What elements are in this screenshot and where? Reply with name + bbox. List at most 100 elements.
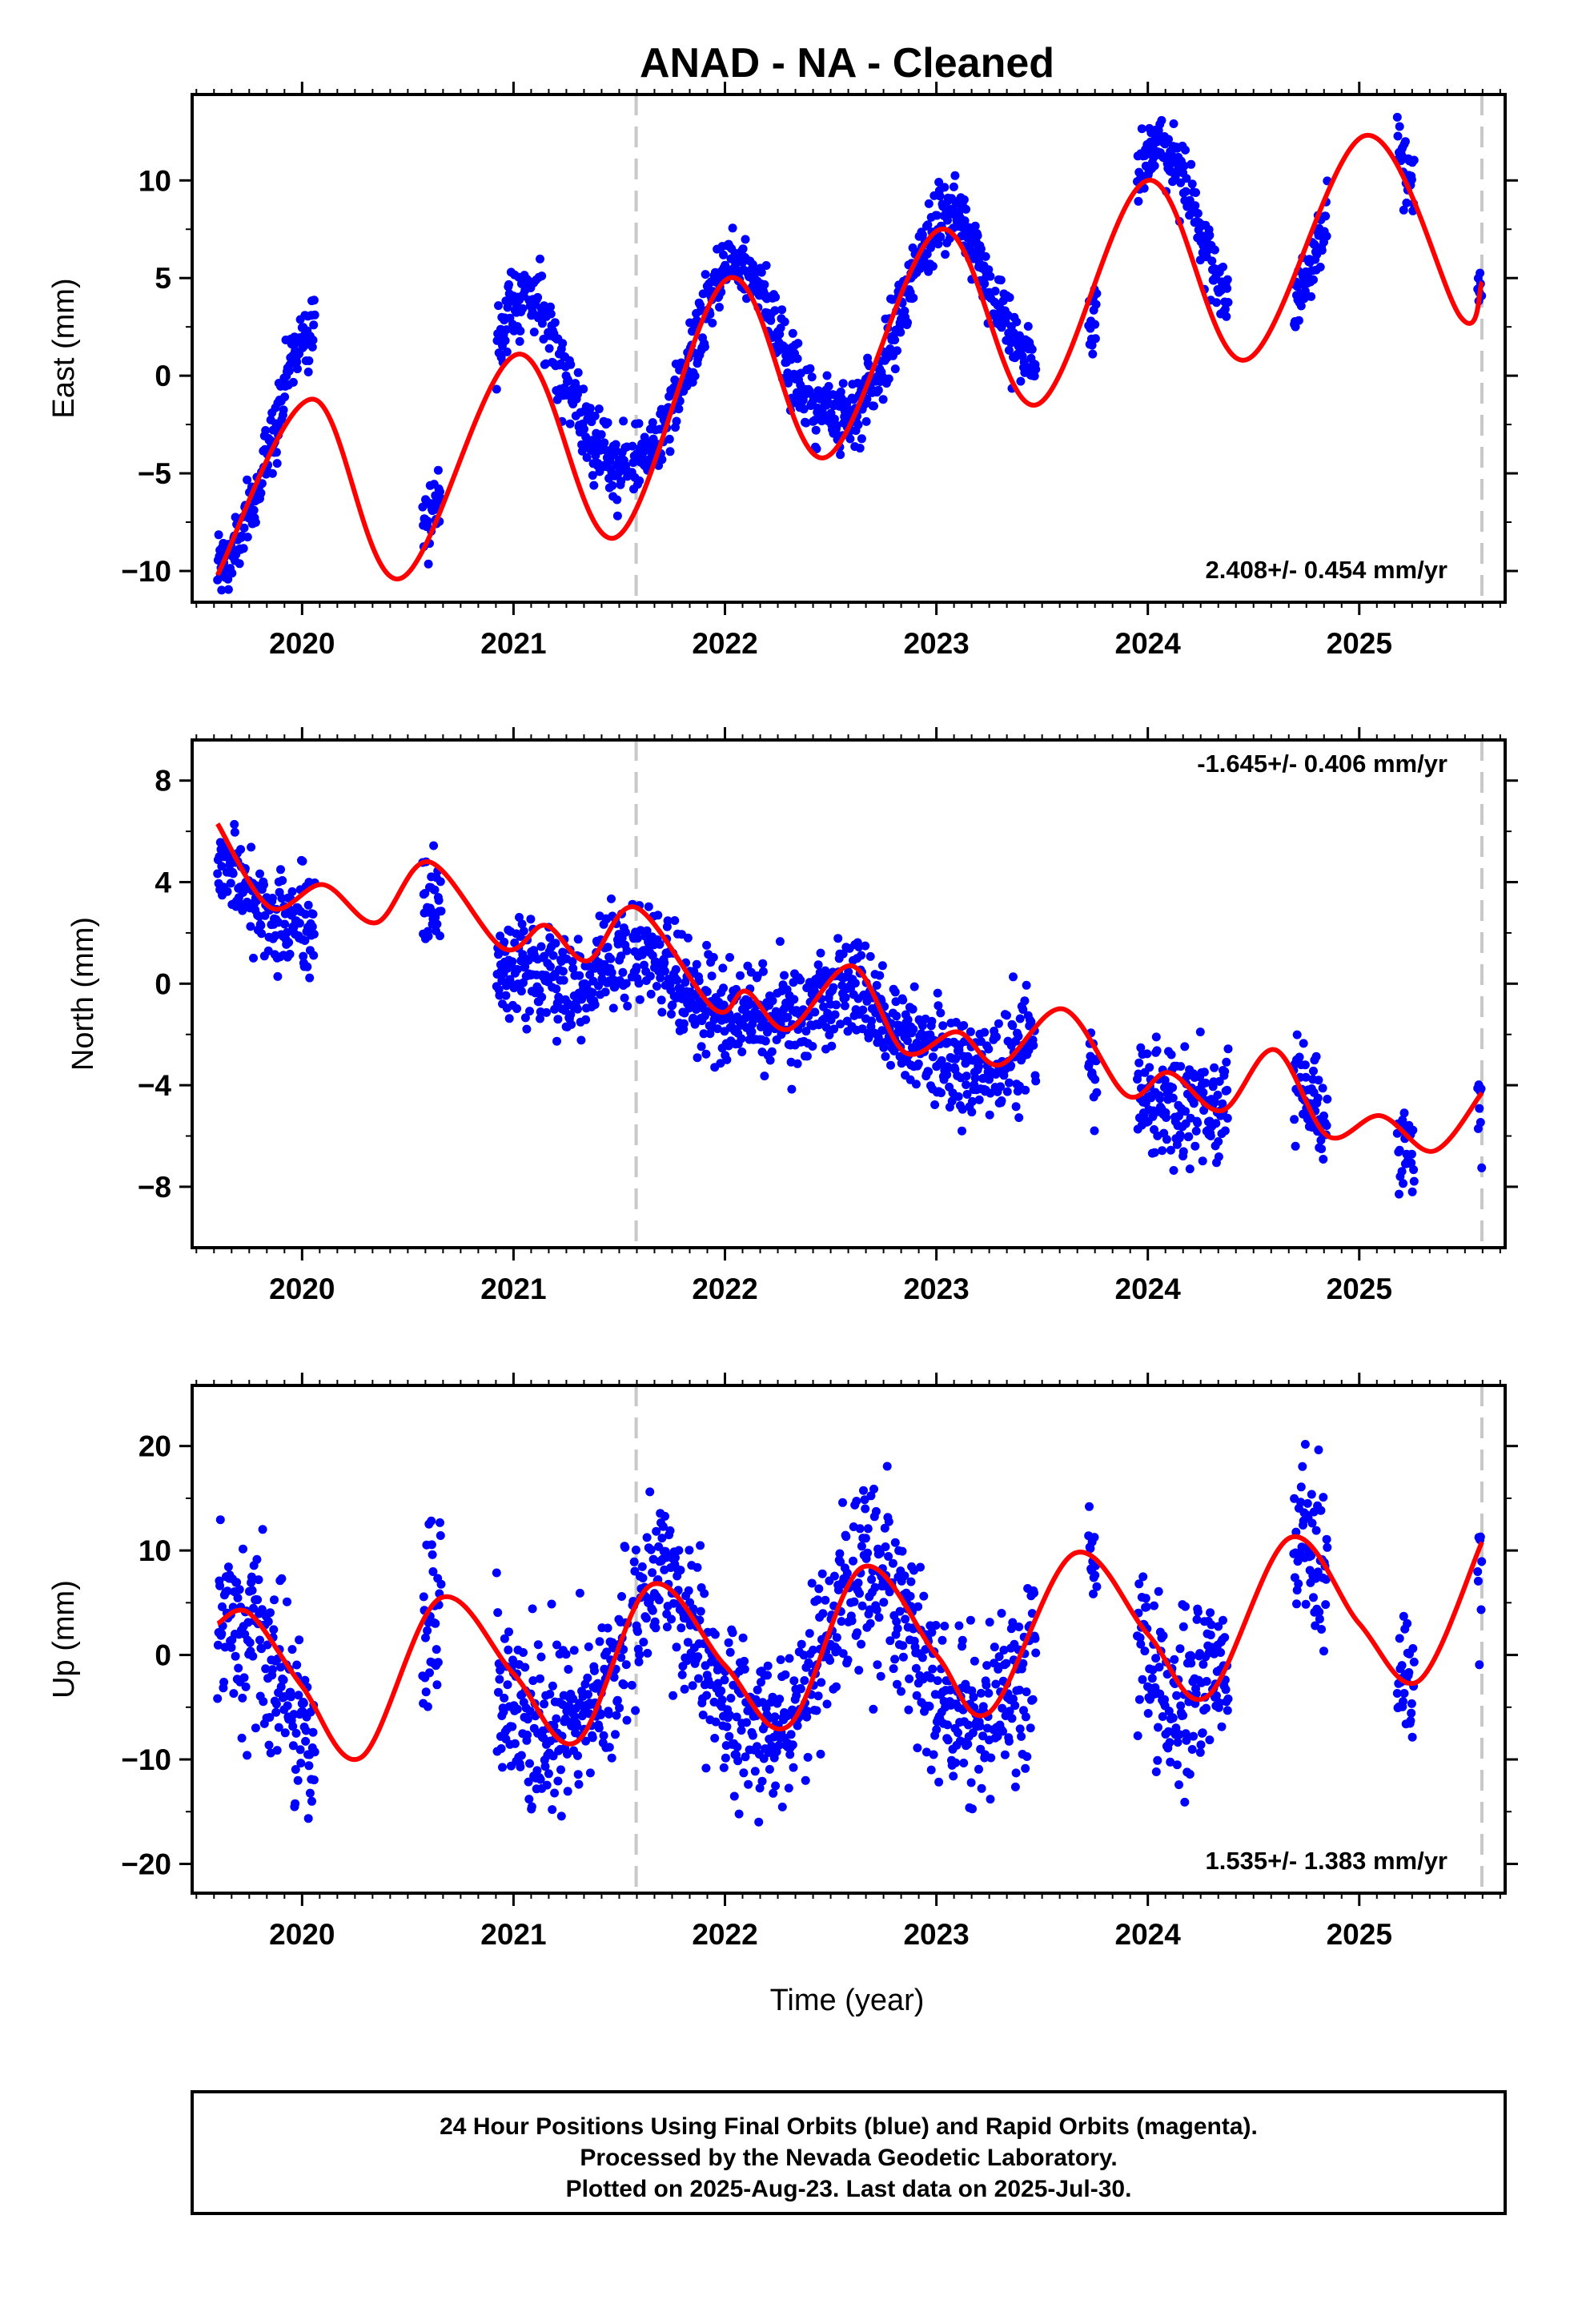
data-point [671, 1553, 680, 1562]
data-point [833, 934, 843, 943]
data-point [516, 1751, 526, 1760]
data-point [287, 1645, 297, 1655]
data-point [434, 895, 444, 905]
data-point [1473, 1567, 1483, 1576]
data-point [1002, 1011, 1011, 1020]
data-point [958, 1635, 967, 1645]
data-point [652, 1526, 661, 1536]
data-point [770, 306, 780, 316]
data-point [1309, 275, 1318, 284]
data-point [629, 1557, 639, 1566]
data-point [529, 328, 539, 337]
data-point [924, 1067, 934, 1076]
data-point [740, 1656, 749, 1666]
data-point [842, 1568, 852, 1578]
data-point [776, 1655, 785, 1664]
data-point [938, 1635, 947, 1645]
data-point [740, 1664, 749, 1674]
data-point [1296, 1498, 1306, 1507]
data-point [267, 1665, 277, 1675]
data-point [888, 1558, 897, 1568]
data-point [674, 404, 684, 414]
data-point [271, 1707, 281, 1717]
data-point [1162, 1113, 1171, 1122]
data-point [515, 336, 524, 346]
data-point [1407, 1699, 1416, 1708]
data-point [573, 389, 582, 399]
data-point [1016, 376, 1026, 386]
data-point [982, 1661, 992, 1671]
data-point [1408, 1125, 1418, 1135]
footer-box [191, 2090, 1507, 2215]
data-point [1223, 298, 1233, 307]
data-point [812, 1706, 821, 1715]
data-point [1321, 211, 1331, 221]
data-point [558, 947, 568, 957]
data-point [832, 1633, 841, 1642]
data-point [537, 271, 547, 281]
data-point [968, 1804, 977, 1814]
data-point [775, 1695, 785, 1704]
data-point [267, 894, 277, 903]
data-point [223, 1586, 232, 1596]
data-point [500, 1693, 509, 1703]
data-point [954, 1621, 964, 1630]
data-point [278, 876, 287, 885]
data-point [1199, 1068, 1209, 1077]
data-point [1175, 1644, 1185, 1654]
data-point [669, 1691, 678, 1700]
data-point [563, 1787, 572, 1796]
data-point [1397, 1256, 1406, 1265]
data-point [767, 1047, 777, 1056]
data-point [1407, 1158, 1416, 1168]
data-point [544, 1769, 553, 1779]
data-point [572, 1721, 582, 1731]
data-point [725, 1731, 734, 1741]
data-point [1315, 263, 1325, 271]
data-point [564, 1665, 573, 1674]
data-point [725, 953, 734, 962]
data-point [249, 505, 259, 515]
data-point [737, 1034, 746, 1043]
data-point [533, 292, 543, 302]
data-point [865, 951, 875, 961]
data-point [976, 244, 986, 254]
data-point [886, 1060, 895, 1070]
data-point [1018, 1659, 1028, 1668]
data-point [1138, 1572, 1148, 1582]
data-point [556, 1811, 566, 1821]
data-point [978, 1731, 988, 1741]
data-point [424, 559, 433, 569]
data-point [288, 1722, 298, 1731]
data-point [256, 489, 266, 498]
data-point [683, 933, 693, 943]
data-point [1014, 1113, 1024, 1123]
data-point [822, 1699, 832, 1709]
y-axis-label: Up (mm) [47, 1580, 81, 1699]
data-point [857, 1542, 866, 1551]
data-point [892, 1011, 901, 1021]
data-point [941, 250, 950, 259]
data-point [861, 1504, 870, 1514]
data-point [960, 216, 970, 226]
data-point [1154, 1663, 1164, 1672]
data-point [805, 1629, 814, 1638]
data-point [1186, 1651, 1196, 1661]
data-point [1150, 1148, 1159, 1157]
data-point [1408, 1644, 1418, 1653]
data-point [662, 1622, 672, 1632]
data-point [937, 1088, 946, 1098]
data-point [816, 1749, 825, 1759]
data-point [255, 869, 264, 879]
data-point [1187, 179, 1197, 189]
data-point [287, 1692, 295, 1702]
x-axis-label: Time (year) [770, 1984, 925, 2017]
data-point [1296, 1482, 1306, 1492]
data-point [928, 262, 938, 271]
data-point [855, 444, 865, 453]
data-point [633, 934, 642, 943]
data-point [257, 929, 267, 939]
data-point [696, 1541, 705, 1550]
data-point [243, 533, 252, 542]
data-point [893, 1679, 901, 1689]
